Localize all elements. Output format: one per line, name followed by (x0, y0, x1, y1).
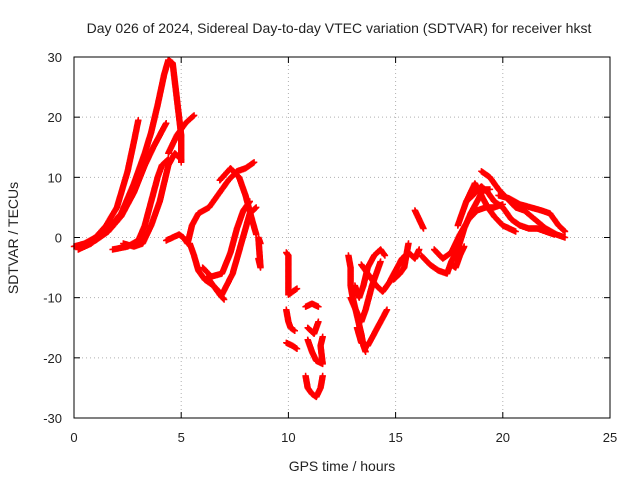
y-axis-label: SDTVAR / TECUs (5, 182, 21, 294)
y-tick-label: 20 (48, 110, 62, 125)
track-pass-24 (358, 246, 423, 295)
track-pass-1 (70, 117, 142, 250)
data-point-marker (319, 372, 326, 380)
track-pass-23 (353, 306, 391, 349)
y-tick-label: -30 (43, 411, 62, 426)
track-pass-18 (302, 372, 326, 401)
data-point-marker (315, 303, 322, 310)
y-axis-tick-labels: 30 20 10 0 -10 -20 -30 (43, 50, 62, 426)
track-pass-33 (463, 183, 558, 238)
track-pass-19 (304, 333, 326, 368)
data-point-marker (405, 240, 412, 247)
data-point-marker (381, 252, 389, 259)
data-point-marker (561, 234, 569, 241)
track-pass-7 (163, 159, 258, 247)
track-pass-32 (495, 192, 569, 235)
y-tick-label: 0 (55, 231, 62, 246)
data-point-marker (319, 333, 326, 340)
track-pass-6 (165, 112, 198, 157)
y-tick-label: 30 (48, 50, 62, 65)
x-tick-label: 0 (70, 430, 77, 445)
track-pass-22 (351, 246, 389, 301)
data-point-marker (293, 285, 301, 292)
track-pass-9 (199, 198, 253, 280)
data-point-marker (135, 117, 142, 124)
track-pass-5 (120, 150, 185, 250)
x-tick-label: 25 (603, 430, 617, 445)
track-pass-21 (347, 258, 384, 325)
x-tick-label: 20 (496, 430, 510, 445)
data-point-marker (461, 243, 468, 250)
y-tick-label: 10 (48, 170, 62, 185)
data-point-marker (512, 228, 519, 235)
track-pass-13 (283, 249, 301, 298)
track-pass-25 (390, 240, 412, 283)
track-pass-10 (203, 273, 228, 303)
plot-frame (73, 56, 611, 419)
x-tick-label: 15 (388, 430, 402, 445)
data-point-marker (178, 156, 185, 163)
track-pass-14 (283, 306, 298, 334)
data-point-marker (377, 258, 384, 265)
track-pass-17 (304, 318, 322, 337)
data-series (70, 56, 569, 401)
y-tick-label: -20 (43, 351, 62, 366)
track-pass-16 (302, 300, 322, 310)
data-point-marker (416, 246, 423, 253)
data-point-marker (315, 318, 322, 325)
x-axis-label: GPS time / hours (289, 458, 396, 474)
track-pass-26 (411, 207, 427, 232)
x-axis-tick-labels: 0 5 10 15 20 25 (70, 430, 617, 445)
data-point-marker (250, 159, 258, 166)
data-point-marker (293, 345, 301, 352)
data-point-marker (220, 296, 228, 303)
data-point-marker (362, 348, 369, 355)
data-point-marker (291, 327, 298, 334)
data-point-marker (253, 204, 260, 211)
data-point-marker (257, 240, 264, 247)
data-point-marker (420, 225, 427, 232)
y-tick-label: -10 (43, 291, 62, 306)
track-pass-11 (216, 165, 260, 238)
track-pass-12 (255, 234, 264, 271)
data-point-marker (561, 228, 569, 235)
track-pass-29 (448, 243, 468, 271)
data-point-marker (163, 120, 170, 127)
track-pass-28 (431, 201, 506, 262)
x-tick-label: 5 (178, 430, 185, 445)
data-point-marker (383, 306, 391, 313)
track-pass-15 (283, 339, 301, 352)
grid (74, 57, 610, 418)
data-point-marker (190, 112, 198, 119)
data-point-marker (551, 231, 558, 238)
chart-title: Day 026 of 2024, Sidereal Day-to-day VTE… (87, 20, 592, 36)
x-tick-label: 10 (281, 430, 295, 445)
track-pass-3 (92, 120, 170, 244)
